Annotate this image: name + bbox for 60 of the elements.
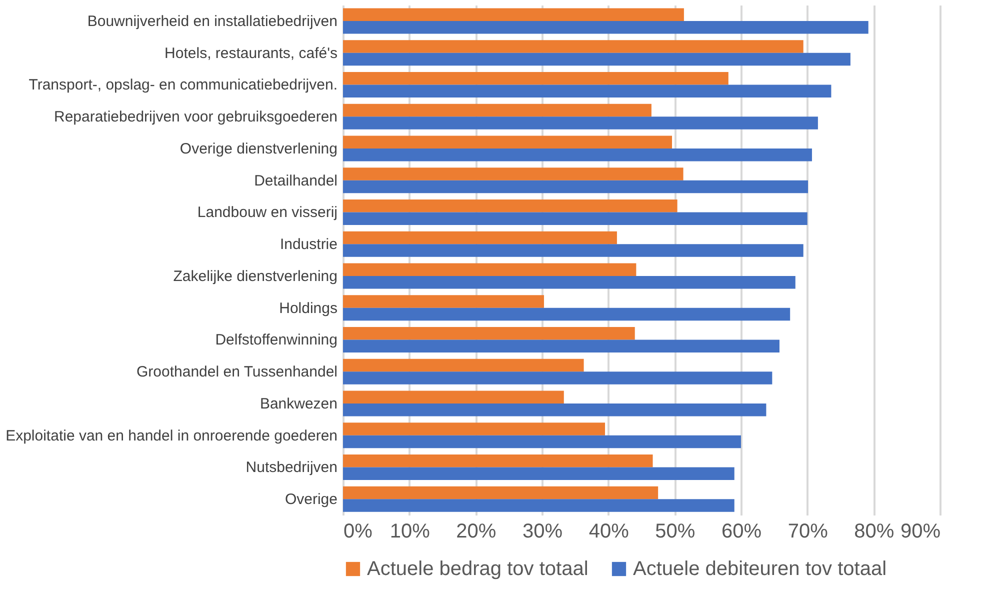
bar — [343, 263, 636, 276]
bar — [343, 40, 804, 53]
bar — [343, 358, 584, 372]
bar — [343, 244, 804, 257]
y-tick-label: Groothandel en Tussenhandel — [136, 364, 338, 381]
bar — [343, 454, 653, 468]
bar — [343, 486, 658, 500]
y-tick-label: Zakelijke dienstverlening — [173, 268, 338, 285]
bar — [343, 295, 544, 308]
bar — [343, 340, 780, 352]
y-tick-label: Exploitatie van en handel in onroerende goederen — [6, 427, 338, 444]
y-tick-label: Detailhandel — [254, 172, 338, 190]
bar — [343, 308, 790, 321]
y-tick-label: Hotels, restaurants, café's — [164, 44, 338, 62]
bar — [343, 422, 606, 436]
y-tick-label: Nutsbedrijven — [246, 459, 338, 476]
legend-label: Actuele debiteuren tov totaal — [633, 558, 887, 580]
y-tick-label: Landbouw en visserij — [197, 204, 338, 222]
x-tick-label: 10% — [390, 520, 430, 542]
bar — [343, 104, 652, 117]
bar — [343, 276, 796, 289]
x-tick-label: 60% — [721, 520, 762, 542]
y-tick-label: Bouwnijverheid en installatiebedrijven — [87, 12, 338, 30]
y-tick-label: Bankwezen — [260, 395, 338, 412]
bar — [343, 435, 741, 448]
bar — [343, 326, 635, 340]
bar — [343, 52, 850, 66]
bar — [343, 180, 808, 194]
y-tick-label: Transport-, opslag- en communicatiebedrijven. — [28, 76, 338, 94]
x-tick-label: 80% — [854, 520, 894, 542]
bar — [343, 168, 684, 180]
bar — [343, 136, 672, 148]
y-tick-label: Industrie — [280, 236, 338, 254]
bar — [343, 116, 818, 130]
bar — [343, 20, 868, 34]
bar — [343, 199, 678, 212]
bar — [343, 212, 808, 225]
bar — [343, 499, 734, 512]
bar — [343, 231, 617, 244]
bar — [343, 8, 684, 21]
y-tick-label: Overige — [284, 491, 338, 508]
bar — [343, 84, 832, 98]
y-tick-label: Overige dienstverlening — [180, 140, 338, 158]
bar — [343, 372, 772, 384]
bar — [343, 148, 812, 162]
y-tick-label: Holdings — [279, 300, 338, 317]
y-tick-label: Delfstoffenwinning — [215, 332, 338, 349]
bar — [343, 467, 734, 480]
x-tick-label: 50% — [655, 520, 696, 542]
x-tick-label: 30% — [522, 520, 563, 542]
x-tick-label: 90% — [900, 520, 941, 542]
bar — [343, 72, 728, 85]
legend-label: Actuele bedrag tov totaal — [367, 558, 588, 580]
x-tick-label: 20% — [456, 520, 496, 542]
x-tick-label: 0% — [344, 520, 373, 542]
y-tick-label: Reparatiebedrijven voor gebruiksgoederen — [54, 108, 338, 126]
bar — [343, 403, 766, 416]
x-tick-label: 70% — [788, 520, 828, 542]
x-tick-label: 40% — [588, 520, 630, 542]
bar — [343, 390, 564, 404]
